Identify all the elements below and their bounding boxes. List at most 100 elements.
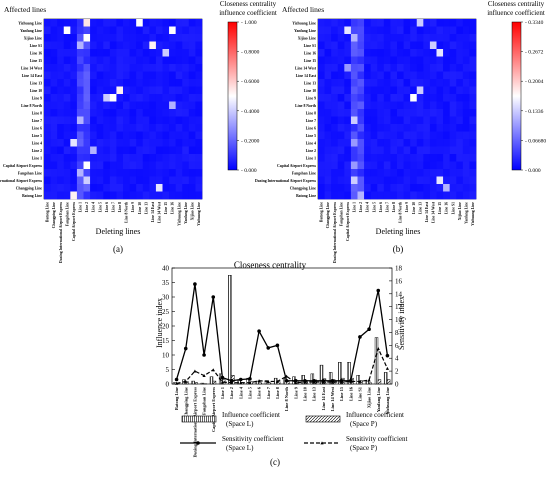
heatmap-cell <box>397 101 404 110</box>
heatmap-cell <box>123 139 130 147</box>
heatmap-cell <box>103 184 111 192</box>
heatmap-cell <box>63 131 71 140</box>
point-sensitivity-space-p <box>239 381 243 385</box>
heatmap-cell <box>344 101 352 110</box>
heatmap-cell <box>344 64 352 72</box>
heatmap-cell <box>142 161 150 170</box>
heatmap-cell <box>410 79 418 87</box>
heatmap-y-tick-label: Daxing International Airport Express <box>255 179 317 183</box>
heatmap-cell <box>390 79 398 87</box>
heatmap-cell <box>410 26 418 35</box>
heatmap-cell <box>195 116 203 125</box>
heatmap-cell <box>155 139 163 147</box>
heatmap-b-y-tick-labels: Yizhuang Line Yanfang Line Xijiao Line Line… <box>255 21 317 198</box>
heatmap-cell <box>162 41 170 50</box>
heatmap-cell <box>195 86 203 95</box>
heatmap-cell <box>397 79 404 87</box>
heatmap-cell <box>324 139 332 147</box>
heatmap-cell <box>429 184 437 192</box>
heatmap-cell <box>149 64 157 72</box>
colorbar-tick-label: - 0.000 <box>525 168 541 174</box>
combo-x-tick-label: Line 2 <box>229 387 234 399</box>
heatmap-cell <box>169 34 176 42</box>
heatmap-cell <box>149 124 157 132</box>
heatmap-cell <box>337 86 345 95</box>
heatmap-cell <box>136 56 144 65</box>
heatmap-y-tick-label: Line 8 <box>306 111 316 115</box>
heatmap-x-tick-label: Xijiao Line <box>458 202 462 221</box>
heatmap-cell <box>344 94 352 102</box>
bar-space-p <box>185 381 189 385</box>
heatmap-cell <box>357 169 365 177</box>
heatmap-cell <box>357 139 365 147</box>
heatmap-cell <box>377 101 385 110</box>
combo-x-tick-label: Line 7 <box>266 386 271 399</box>
heatmap-cell <box>364 94 371 102</box>
combo-x-tick-label: Batong Line <box>174 387 179 410</box>
heatmap-cell <box>169 154 176 162</box>
heatmap-cell <box>175 56 183 65</box>
heatmap-cell <box>83 49 91 57</box>
heatmap-cell <box>370 94 378 102</box>
heatmap-cell <box>469 139 477 147</box>
heatmap-cell <box>44 161 51 170</box>
heatmap-b-cells <box>317 18 477 200</box>
heatmap-cell <box>169 71 176 80</box>
heatmap-cell <box>188 169 196 177</box>
combo-chart-title: Closeness centrality <box>234 260 307 270</box>
heatmap-cell <box>337 161 345 170</box>
heatmap-cell <box>350 64 358 72</box>
heatmap-cell <box>188 146 196 155</box>
heatmap-y-tick-label: Line S1 <box>304 44 316 48</box>
heatmap-cell <box>142 26 150 35</box>
heatmap-a-colorbar: - 1.000 - 0.8000 - 0.6000 - 0.4000 - 0.2000 -… <box>227 20 260 174</box>
heatmap-cell <box>390 124 398 132</box>
heatmap-cell <box>50 169 58 177</box>
heatmap-cell <box>383 154 391 162</box>
heatmap-cell <box>83 79 91 87</box>
heatmap-cell <box>383 146 391 155</box>
heatmap-cell <box>337 191 345 200</box>
heatmap-cell <box>188 56 196 65</box>
heatmap-y-tick-label: Line 7 <box>32 119 42 123</box>
heatmap-x-tick-label: Fangshan Line <box>65 202 69 226</box>
heatmap-cell <box>116 19 124 27</box>
bar-space-p <box>212 380 217 385</box>
heatmap-cell <box>469 176 477 185</box>
bar-space-p <box>386 379 391 385</box>
heatmap-cell <box>155 56 163 65</box>
heatmap-cell <box>182 109 190 117</box>
heatmap-cell <box>403 184 411 192</box>
heatmap-cell <box>364 56 371 65</box>
combo-x-tick-label: Changping Line <box>183 387 188 417</box>
heatmap-cell <box>149 101 157 110</box>
heatmap-cell <box>155 131 163 140</box>
point-sensitivity-space-l <box>266 346 271 350</box>
heatmap-a-x-tick-labels: Batong Line Changping Line Daxing Internat… <box>46 201 201 263</box>
heatmap-cell <box>90 19 97 27</box>
heatmap-cell <box>331 86 339 95</box>
heatmap-cell <box>63 176 71 185</box>
point-sensitivity-space-p <box>229 381 234 385</box>
heatmap-cell <box>129 86 137 95</box>
heatmap-cell <box>423 19 431 27</box>
y2-tick-label: 8 <box>395 329 399 337</box>
heatmap-cell <box>443 169 450 177</box>
heatmap-cell <box>403 116 411 125</box>
heatmap-cell <box>390 139 398 147</box>
heatmap-x-tick-label: Line 4 <box>92 202 96 212</box>
heatmap-cell <box>57 116 65 125</box>
heatmap-cell <box>162 71 170 80</box>
heatmap-cell <box>456 101 464 110</box>
heatmap-cell <box>182 101 190 110</box>
heatmap-cell <box>182 79 190 87</box>
heatmap-cell <box>324 49 332 57</box>
heatmap-cell <box>377 19 385 27</box>
heatmap-cell <box>390 26 398 35</box>
heatmap-cell <box>83 64 91 72</box>
heatmap-cell <box>44 94 51 102</box>
heatmap-cell <box>195 184 203 192</box>
y-tick-label: 25 <box>162 308 170 316</box>
heatmap-cell <box>116 34 124 42</box>
combo-x-tick-label: Fangshan Line <box>202 387 207 415</box>
